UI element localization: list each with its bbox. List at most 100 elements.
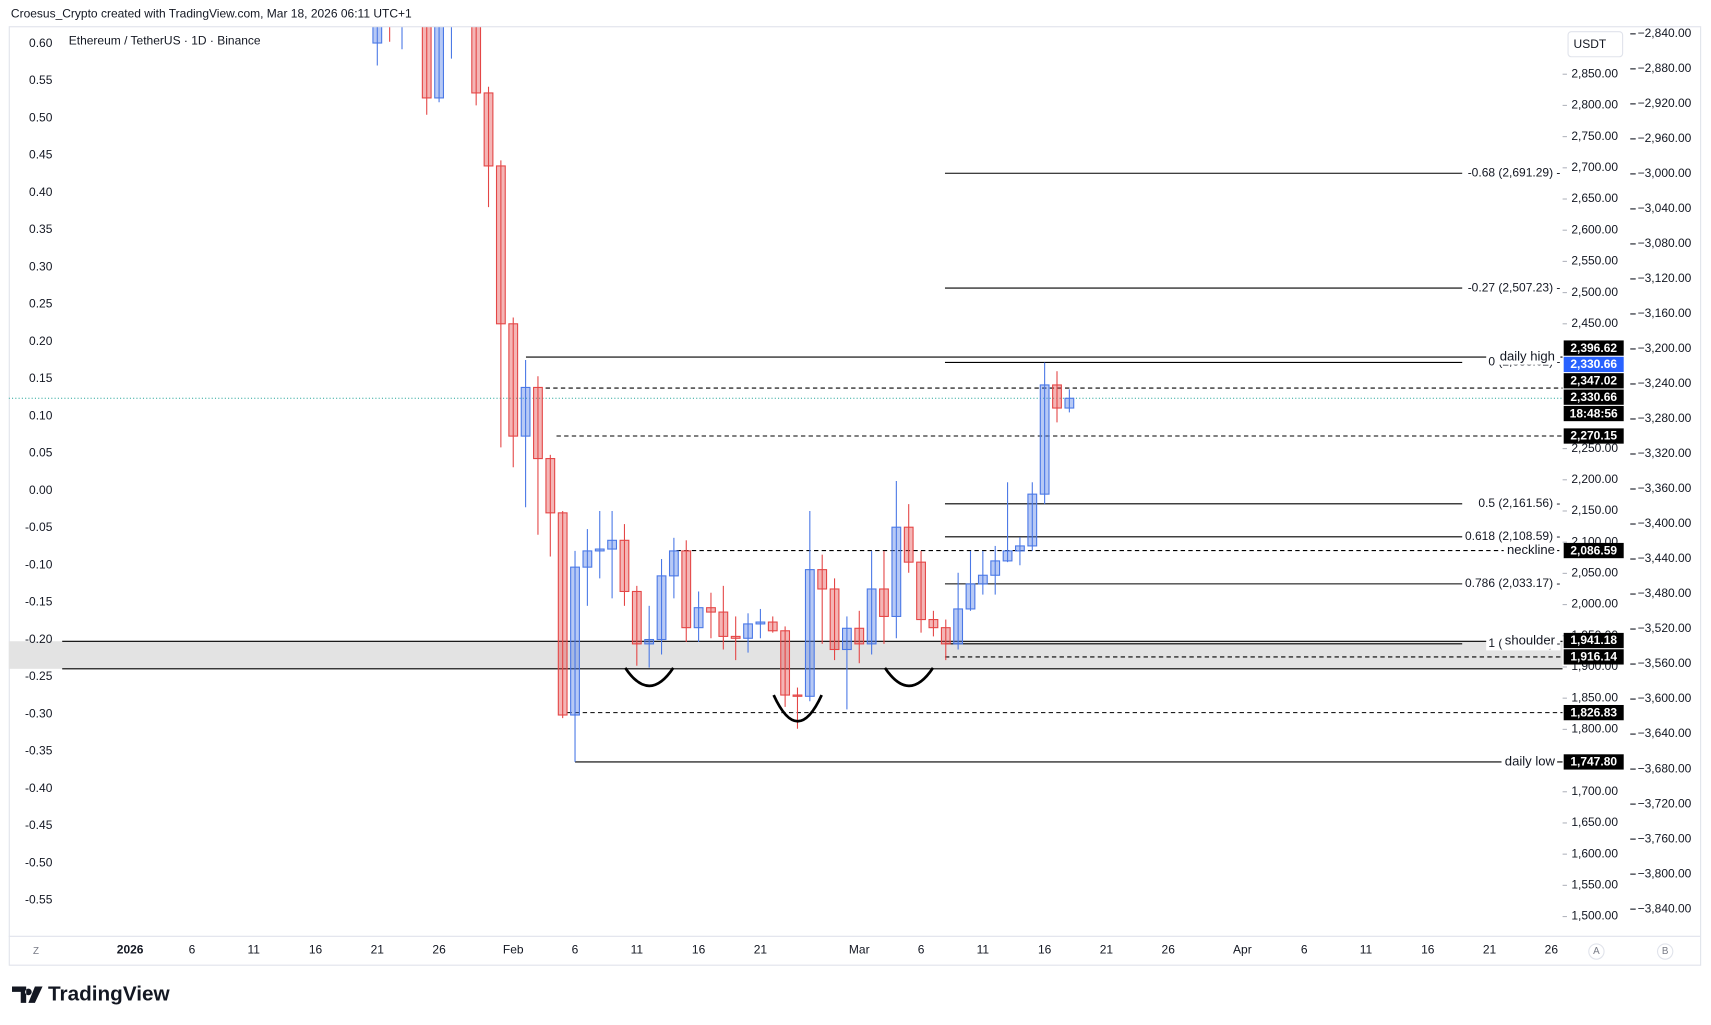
x-tick-label: 2026 (117, 943, 144, 957)
y3-tick-label: −3,640.00 (1638, 726, 1692, 740)
candle-body (631, 590, 642, 645)
currency-box[interactable] (1567, 31, 1624, 58)
x-tick-label: 16 (309, 943, 323, 957)
candle-body (817, 569, 828, 590)
candle-body (866, 588, 877, 645)
fib-label: -0.68 (2,691.29) - (1468, 165, 1561, 179)
y-tick-label: 1,600.00 (1571, 846, 1618, 860)
candle-body (447, 0, 456, 24)
x-tick-label: 16 (692, 943, 706, 957)
x-tick-label: 11 (1360, 943, 1373, 957)
y3-tick-label: −3,000.00 (1638, 166, 1692, 180)
fib-label-bg (1465, 166, 1561, 180)
corner-button[interactable] (1588, 943, 1605, 960)
price-tag-label: 18:48:56 (1570, 406, 1618, 420)
y-tick-label: 2,550.00 (1571, 254, 1618, 268)
price-tag (1563, 405, 1624, 422)
x-tick-label: 16 (1421, 943, 1435, 957)
y3-tick-label: −3,520.00 (1638, 621, 1692, 635)
candle-body (829, 588, 840, 651)
fib-label: 0.786 (2,033.17) - (1465, 576, 1560, 590)
left-tick-label: 0.50 (29, 110, 53, 124)
credit: Croesus_Crypto created with TradingView.… (11, 6, 412, 20)
level-note-bg (1501, 754, 1558, 770)
candle-body (1015, 545, 1025, 552)
price-tag-label: 1,826.83 (1570, 705, 1617, 719)
candle-body (656, 575, 667, 641)
corner-button[interactable] (1656, 943, 1674, 960)
y3-tick-label: −3,200.00 (1638, 341, 1692, 355)
left-tick-label: -0.05 (25, 520, 53, 534)
y3-tick-label: −3,800.00 (1638, 866, 1692, 880)
y3-tick-label: −3,680.00 (1638, 761, 1692, 775)
fib-label-bg (1462, 530, 1561, 544)
candle-body (483, 92, 494, 167)
x-tick-label: Feb (503, 943, 524, 957)
auto-scale[interactable]: A (1593, 946, 1600, 957)
currency[interactable]: USDT (1574, 37, 1607, 51)
y-tick-label: 2,850.00 (1571, 66, 1618, 80)
y3-tick-label: −2,960.00 (1638, 131, 1692, 145)
price-tag (1563, 649, 1624, 665)
candle-body (582, 550, 593, 568)
x-tick-label: 6 (572, 943, 579, 957)
x-tick-label: 11 (247, 943, 260, 957)
candle-body (718, 611, 729, 637)
price-tag-label: 2,396.62 (1570, 341, 1617, 355)
level-note: daily high (1500, 349, 1555, 364)
head-arc (772, 694, 823, 723)
fib-label-bg (1465, 281, 1561, 295)
candle-body (668, 550, 679, 577)
y-tick-label: 1,650.00 (1571, 815, 1618, 829)
fib-label-bg (1476, 497, 1561, 511)
brand-logo (12, 986, 43, 1003)
candle-body (940, 627, 951, 645)
fib-label-bg (1462, 577, 1561, 591)
candle-body (928, 619, 939, 629)
y-tick-label: 2,700.00 (1571, 160, 1618, 174)
left-shoulder-arc (624, 667, 675, 687)
price-tag (1563, 754, 1624, 770)
candle-body (508, 323, 519, 437)
y3-tick-label: −3,440.00 (1638, 551, 1692, 565)
left-tick-label: -0.30 (25, 706, 53, 720)
level-note: daily low (1505, 753, 1556, 768)
x-tick-label: 21 (754, 943, 768, 957)
y3-tick-label: −3,080.00 (1638, 236, 1692, 250)
y-tick-label: 1,550.00 (1571, 878, 1618, 892)
candle-body (1027, 493, 1038, 547)
candle-body (607, 539, 618, 550)
candle-body (841, 627, 852, 651)
x-tick-label: 21 (1100, 943, 1114, 957)
candle-body (854, 627, 865, 645)
fib-label: 0.618 (2,108.59) - (1465, 529, 1560, 543)
y3-tick-label: −3,720.00 (1638, 796, 1692, 810)
x-tick-label: 26 (1162, 943, 1176, 957)
y-tick-label: 2,200.00 (1571, 472, 1618, 486)
candle-body (421, 27, 432, 99)
level-note-bg (1503, 542, 1558, 559)
y3-tick-label: −2,840.00 (1638, 26, 1692, 40)
candle-body (545, 458, 556, 514)
x-tick-label: 6 (918, 943, 925, 957)
left-tick-label: 0.10 (29, 408, 53, 422)
x-tick-label: 11 (631, 943, 644, 957)
x-tick-label: 21 (371, 943, 385, 957)
level-note-bg (1501, 633, 1558, 649)
candle-body (693, 607, 704, 629)
candle-body (520, 386, 531, 437)
frame (8, 26, 1702, 966)
candle-body (681, 550, 692, 629)
left-tick-label: -0.50 (25, 855, 53, 869)
y-tick-label: 2,150.00 (1571, 503, 1618, 517)
left-tick-label: -0.15 (25, 595, 53, 609)
price-tag (1563, 632, 1624, 649)
plot (8, 0, 1563, 763)
price-tag (1563, 428, 1624, 444)
x-tick-label: 26 (1545, 943, 1559, 957)
log-scale[interactable]: B (1662, 946, 1669, 957)
price-tag-label: 2,330.66 (1570, 390, 1617, 404)
y-tick-label: 2,050.00 (1571, 566, 1618, 580)
candle-body (372, 27, 383, 44)
